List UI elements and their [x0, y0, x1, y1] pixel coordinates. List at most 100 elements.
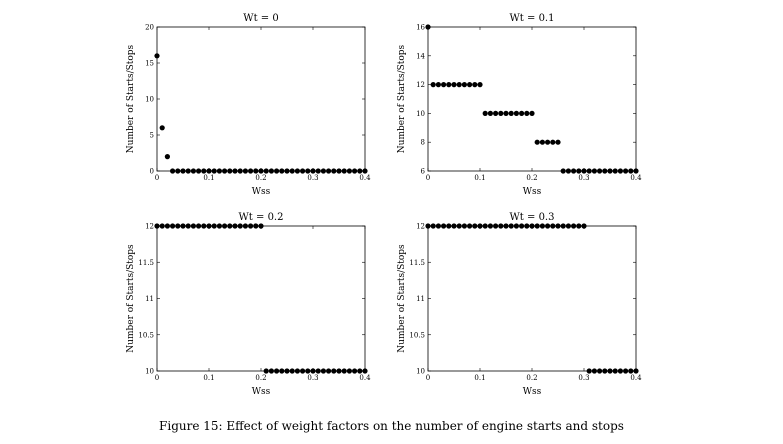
- x-tick-label: 0.2: [255, 374, 266, 382]
- data-point: [456, 223, 462, 229]
- subplot-1: 0 0.1 0.2 0.3 0.4 0 5 10 15 20 Wt = 0 Wss Number of …: [126, 13, 371, 197]
- data-point: [154, 223, 160, 229]
- x-tick-label: 0.3: [307, 174, 318, 182]
- data-point: [352, 168, 358, 174]
- data-point: [612, 168, 618, 174]
- subplot-title: Wt = 0.1: [510, 13, 555, 24]
- data-point: [451, 223, 457, 229]
- data-point: [310, 168, 316, 174]
- data-point: [222, 223, 228, 229]
- data-point: [425, 223, 431, 229]
- data-point: [242, 168, 248, 174]
- x-tick-label: 0.1: [474, 174, 485, 182]
- data-point: [284, 168, 290, 174]
- data-point: [513, 223, 520, 229]
- data-point: [441, 223, 447, 229]
- y-tick-label: 5: [150, 132, 154, 140]
- data-point: [586, 168, 592, 174]
- data-point: [300, 368, 306, 374]
- y-tick-label: 20: [145, 24, 154, 32]
- data-point: [560, 168, 566, 174]
- data-point: [336, 368, 342, 374]
- data-point: [294, 168, 300, 174]
- data-point: [211, 223, 217, 229]
- x-axis-label: Wss: [252, 187, 271, 197]
- data-point: [591, 168, 598, 174]
- data-point: [326, 168, 332, 174]
- data-point: [503, 223, 509, 229]
- data-point: [294, 368, 300, 374]
- data-point: [341, 168, 347, 174]
- subplot-title: Wt = 0.3: [510, 212, 555, 223]
- plot-frame: [156, 26, 366, 172]
- data-point: [341, 368, 347, 374]
- x-axis-label: Wss: [523, 187, 542, 197]
- data-point: [279, 168, 285, 174]
- data-point: [253, 223, 259, 229]
- data-point: [555, 139, 561, 145]
- data-point: [612, 368, 618, 374]
- y-tick-label: 11: [416, 295, 425, 303]
- data-point: [326, 368, 332, 374]
- data-point: [185, 223, 191, 229]
- data-point: [519, 223, 525, 229]
- data-point: [346, 368, 352, 374]
- data-point: [253, 168, 259, 174]
- plot-frame: [156, 225, 366, 372]
- data-point: [248, 168, 254, 174]
- plot-frame: [427, 225, 637, 372]
- plot-frame: [427, 26, 637, 172]
- data-point: [628, 368, 634, 374]
- x-tick-label: 0.3: [307, 374, 318, 382]
- x-tick-label: 0.2: [255, 174, 266, 182]
- data-point: [591, 368, 598, 374]
- data-point: [206, 223, 212, 229]
- data-point: [498, 223, 504, 229]
- data-point: [357, 368, 363, 374]
- y-tick-label: 10: [145, 96, 154, 104]
- data-point: [602, 368, 608, 374]
- data-point: [482, 223, 488, 229]
- data-point: [467, 223, 473, 229]
- data-point: [201, 168, 207, 174]
- data-point: [180, 223, 186, 229]
- data-point: [274, 168, 280, 174]
- y-tick-label: 12: [416, 81, 425, 89]
- y-axis-label: Number of Starts/Stops: [397, 44, 407, 153]
- data-point: [581, 168, 587, 174]
- data-point: [170, 168, 176, 174]
- y-tick-label: 10.5: [409, 331, 425, 339]
- subplot-3: 0 0.1 0.2 0.3 0.4 10 10.5 11 11.5 12 Wt = 0.2 Wss Nu…: [126, 212, 371, 397]
- data-point: [331, 368, 337, 374]
- y-tick-label: 15: [145, 60, 154, 68]
- data-point: [493, 110, 499, 116]
- y-tick-label: 8: [421, 139, 425, 147]
- data-point: [602, 168, 608, 174]
- data-point: [524, 223, 530, 229]
- data-point: [258, 223, 264, 229]
- y-tick-label: 6: [421, 168, 426, 176]
- data-point: [467, 82, 473, 88]
- data-point: [446, 82, 452, 88]
- data-point: [456, 82, 462, 88]
- subplot-title: Wt = 0.2: [239, 212, 284, 223]
- subplot-4: 0 0.1 0.2 0.3 0.4 10 10.5 11 11.5 12 Wt = 0.3 Wss Nu…: [397, 212, 642, 397]
- data-point: [498, 110, 504, 116]
- x-axis-label: Wss: [523, 387, 542, 397]
- y-axis-label: Number of Starts/Stops: [126, 44, 136, 153]
- data-point: [237, 168, 243, 174]
- y-axis-label: Number of Starts/Stops: [397, 244, 407, 353]
- data-point: [242, 223, 248, 229]
- data-point: [550, 139, 556, 145]
- x-tick-label: 0.2: [526, 174, 537, 182]
- x-tick-label: 0.4: [630, 374, 642, 382]
- x-tick-label: 0.3: [578, 374, 589, 382]
- data-point: [362, 168, 368, 174]
- data-point: [227, 223, 233, 229]
- data-point: [461, 223, 467, 229]
- data-point: [164, 154, 170, 160]
- x-tick-label: 0.1: [474, 374, 485, 382]
- data-point: [346, 168, 352, 174]
- data-point: [607, 368, 613, 374]
- data-point: [159, 125, 165, 131]
